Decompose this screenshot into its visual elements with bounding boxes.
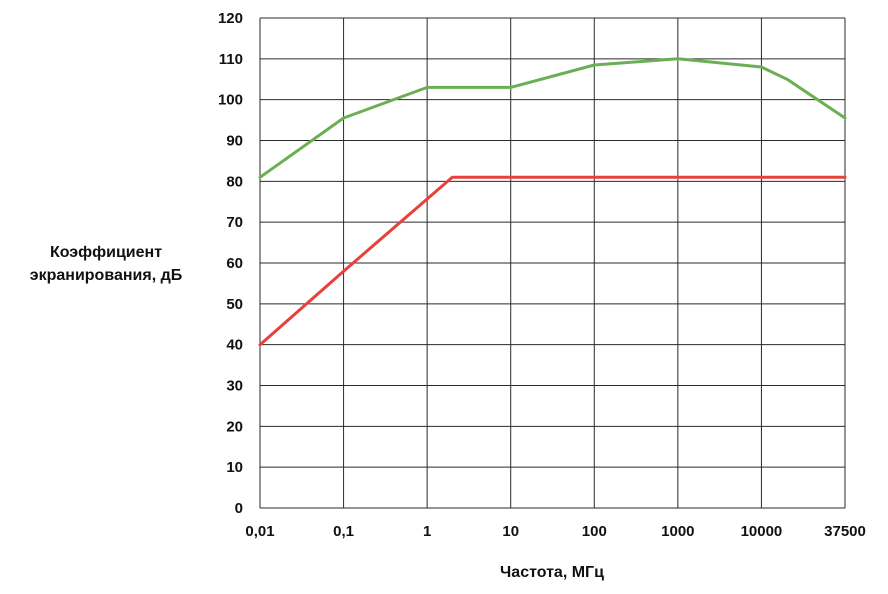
x-tick-label: 10 xyxy=(502,523,519,540)
y-tick-label: 110 xyxy=(219,51,243,68)
y-tick-label: 20 xyxy=(226,418,243,435)
y-tick-label: 80 xyxy=(226,173,243,190)
y-tick-label: 30 xyxy=(226,378,243,395)
y-tick-label: 70 xyxy=(226,214,243,231)
x-tick-label: 10000 xyxy=(741,523,783,540)
y-tick-label: 50 xyxy=(226,296,243,313)
grid xyxy=(259,17,846,509)
series-line-1 xyxy=(258,57,847,179)
y-tick-label: 100 xyxy=(218,92,243,109)
y-tick-label: 10 xyxy=(226,459,243,476)
x-tick-label: 1 xyxy=(423,523,431,540)
x-tick-label: 0,01 xyxy=(245,523,274,540)
y-tick-label: 0 xyxy=(235,500,243,517)
x-tick-label: 1000 xyxy=(661,523,694,540)
x-tick-labels: 0,01 0,1 1 10 100 1000 10000 37500 xyxy=(245,523,865,540)
x-axis-title: Частота, МГц xyxy=(500,564,604,581)
y-tick-label: 120 xyxy=(218,10,243,27)
y-tick-label: 60 xyxy=(226,255,243,272)
x-tick-label: 37500 xyxy=(824,523,866,540)
y-axis-title-line-1: Коэффициент xyxy=(50,244,162,261)
y-tick-label: 90 xyxy=(226,133,243,150)
y-tick-labels: 0 10 20 30 40 50 60 70 80 90 100 110 120 xyxy=(218,10,243,517)
x-tick-label: 100 xyxy=(582,523,607,540)
y-axis-title-line-2: экранирования, дБ xyxy=(30,267,182,284)
series-line-2 xyxy=(258,175,847,347)
series-lines xyxy=(258,57,847,347)
y-tick-label: 40 xyxy=(226,337,243,354)
x-tick-label: 0,1 xyxy=(333,523,354,540)
